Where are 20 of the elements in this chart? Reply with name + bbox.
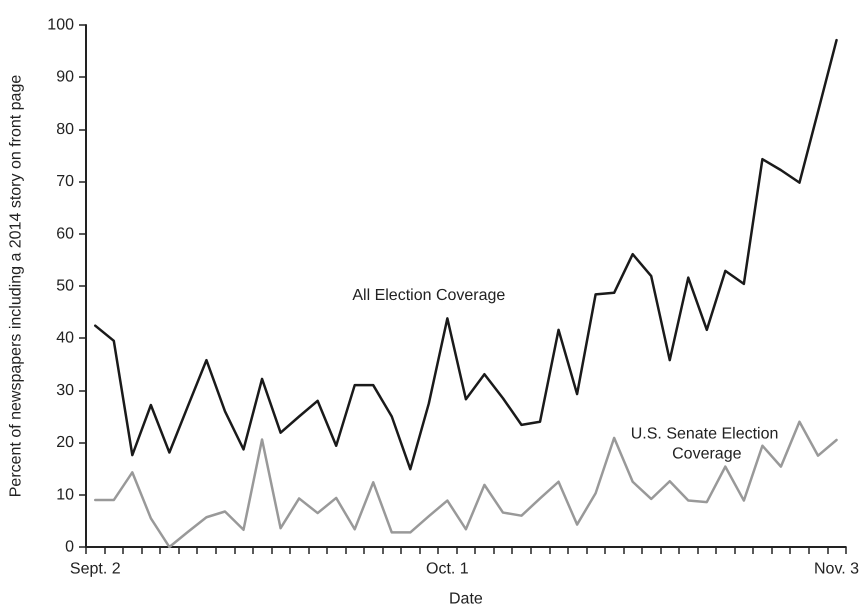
y-tick-label: 80: [56, 120, 74, 138]
y-tick-label: 50: [56, 278, 74, 294]
series-label: All Election Coverage: [352, 286, 506, 304]
y-tick-label: 100: [47, 16, 74, 34]
x-axis-title: Date: [448, 590, 483, 608]
x-tick-label: Sept. 2: [70, 560, 121, 578]
y-tick-label: 30: [56, 382, 74, 399]
x-tick-label: Oct. 1: [426, 560, 469, 578]
y-tick-label: 10: [56, 486, 74, 504]
series-label: U.S. Senate Election Coverage: [630, 426, 783, 463]
line-series: [94, 420, 838, 548]
x-tick-label: Nov. 3: [814, 560, 860, 578]
y-tick-label: 70: [56, 173, 74, 190]
y-axis-title: Percent of newspapers including a 2014 story on front page: [8, 74, 24, 498]
y-tick-label: 90: [56, 68, 74, 86]
line-series: [94, 38, 838, 470]
y-tick-label: 40: [56, 330, 74, 347]
y-tick-label: 0: [65, 538, 74, 556]
y-tick-label: 60: [56, 225, 74, 242]
y-tick-label: 20: [56, 434, 74, 452]
